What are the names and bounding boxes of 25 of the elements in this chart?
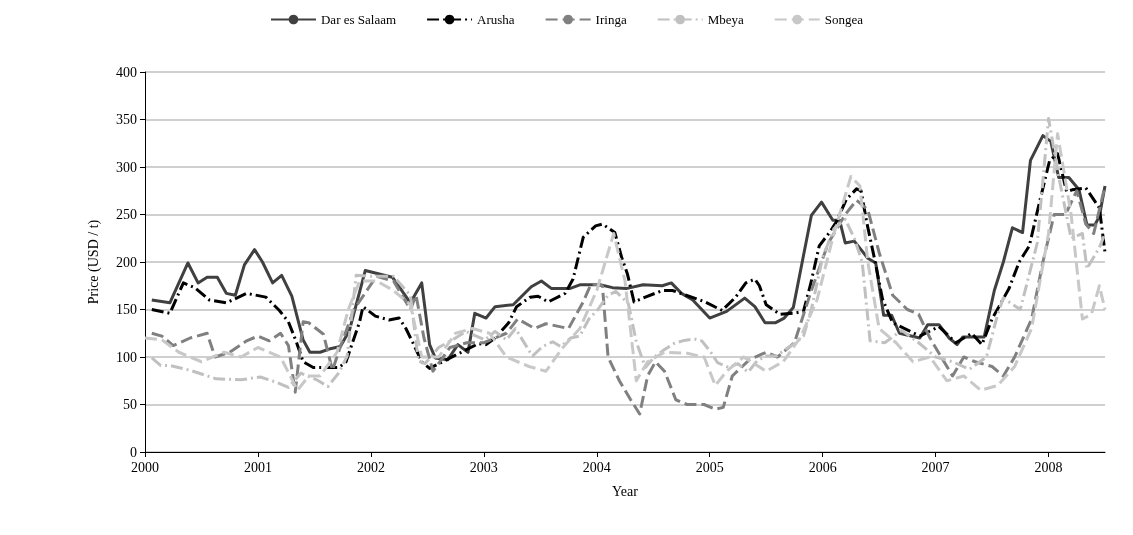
y-axis-title: Price (USD / t)	[85, 219, 102, 305]
x-tick-label: 2004	[582, 459, 611, 475]
x-axis-title: Year	[612, 483, 639, 499]
legend-label: Arusha	[477, 12, 515, 27]
x-tick-label: 2001	[243, 459, 272, 475]
y-tick-label: 300	[116, 159, 137, 175]
x-tick-label: 2008	[1034, 459, 1063, 475]
x-tick-label: 2005	[695, 459, 724, 475]
x-tick-label: 2003	[469, 459, 498, 475]
y-tick-label: 250	[116, 207, 137, 222]
y-tick-label: 0	[130, 444, 137, 460]
y-tick-label: 150	[116, 302, 137, 317]
legend-label: Mbeya	[707, 12, 744, 27]
x-tick-label: 2006	[808, 459, 837, 475]
y-tick-label: 400	[116, 64, 137, 80]
y-tick-label: 200	[116, 254, 137, 270]
legend-label: Songea	[824, 12, 864, 27]
x-tick-label: 2007	[921, 459, 950, 475]
y-tick-label: 100	[116, 349, 137, 365]
legend-label: Dar es Salaam	[320, 12, 397, 27]
y-tick-label: 350	[116, 112, 137, 127]
y-tick-label: 50	[123, 397, 137, 412]
legend-label: Iringa	[595, 12, 627, 27]
x-tick-label: 2000	[131, 459, 159, 475]
x-tick-label: 2002	[356, 459, 385, 475]
